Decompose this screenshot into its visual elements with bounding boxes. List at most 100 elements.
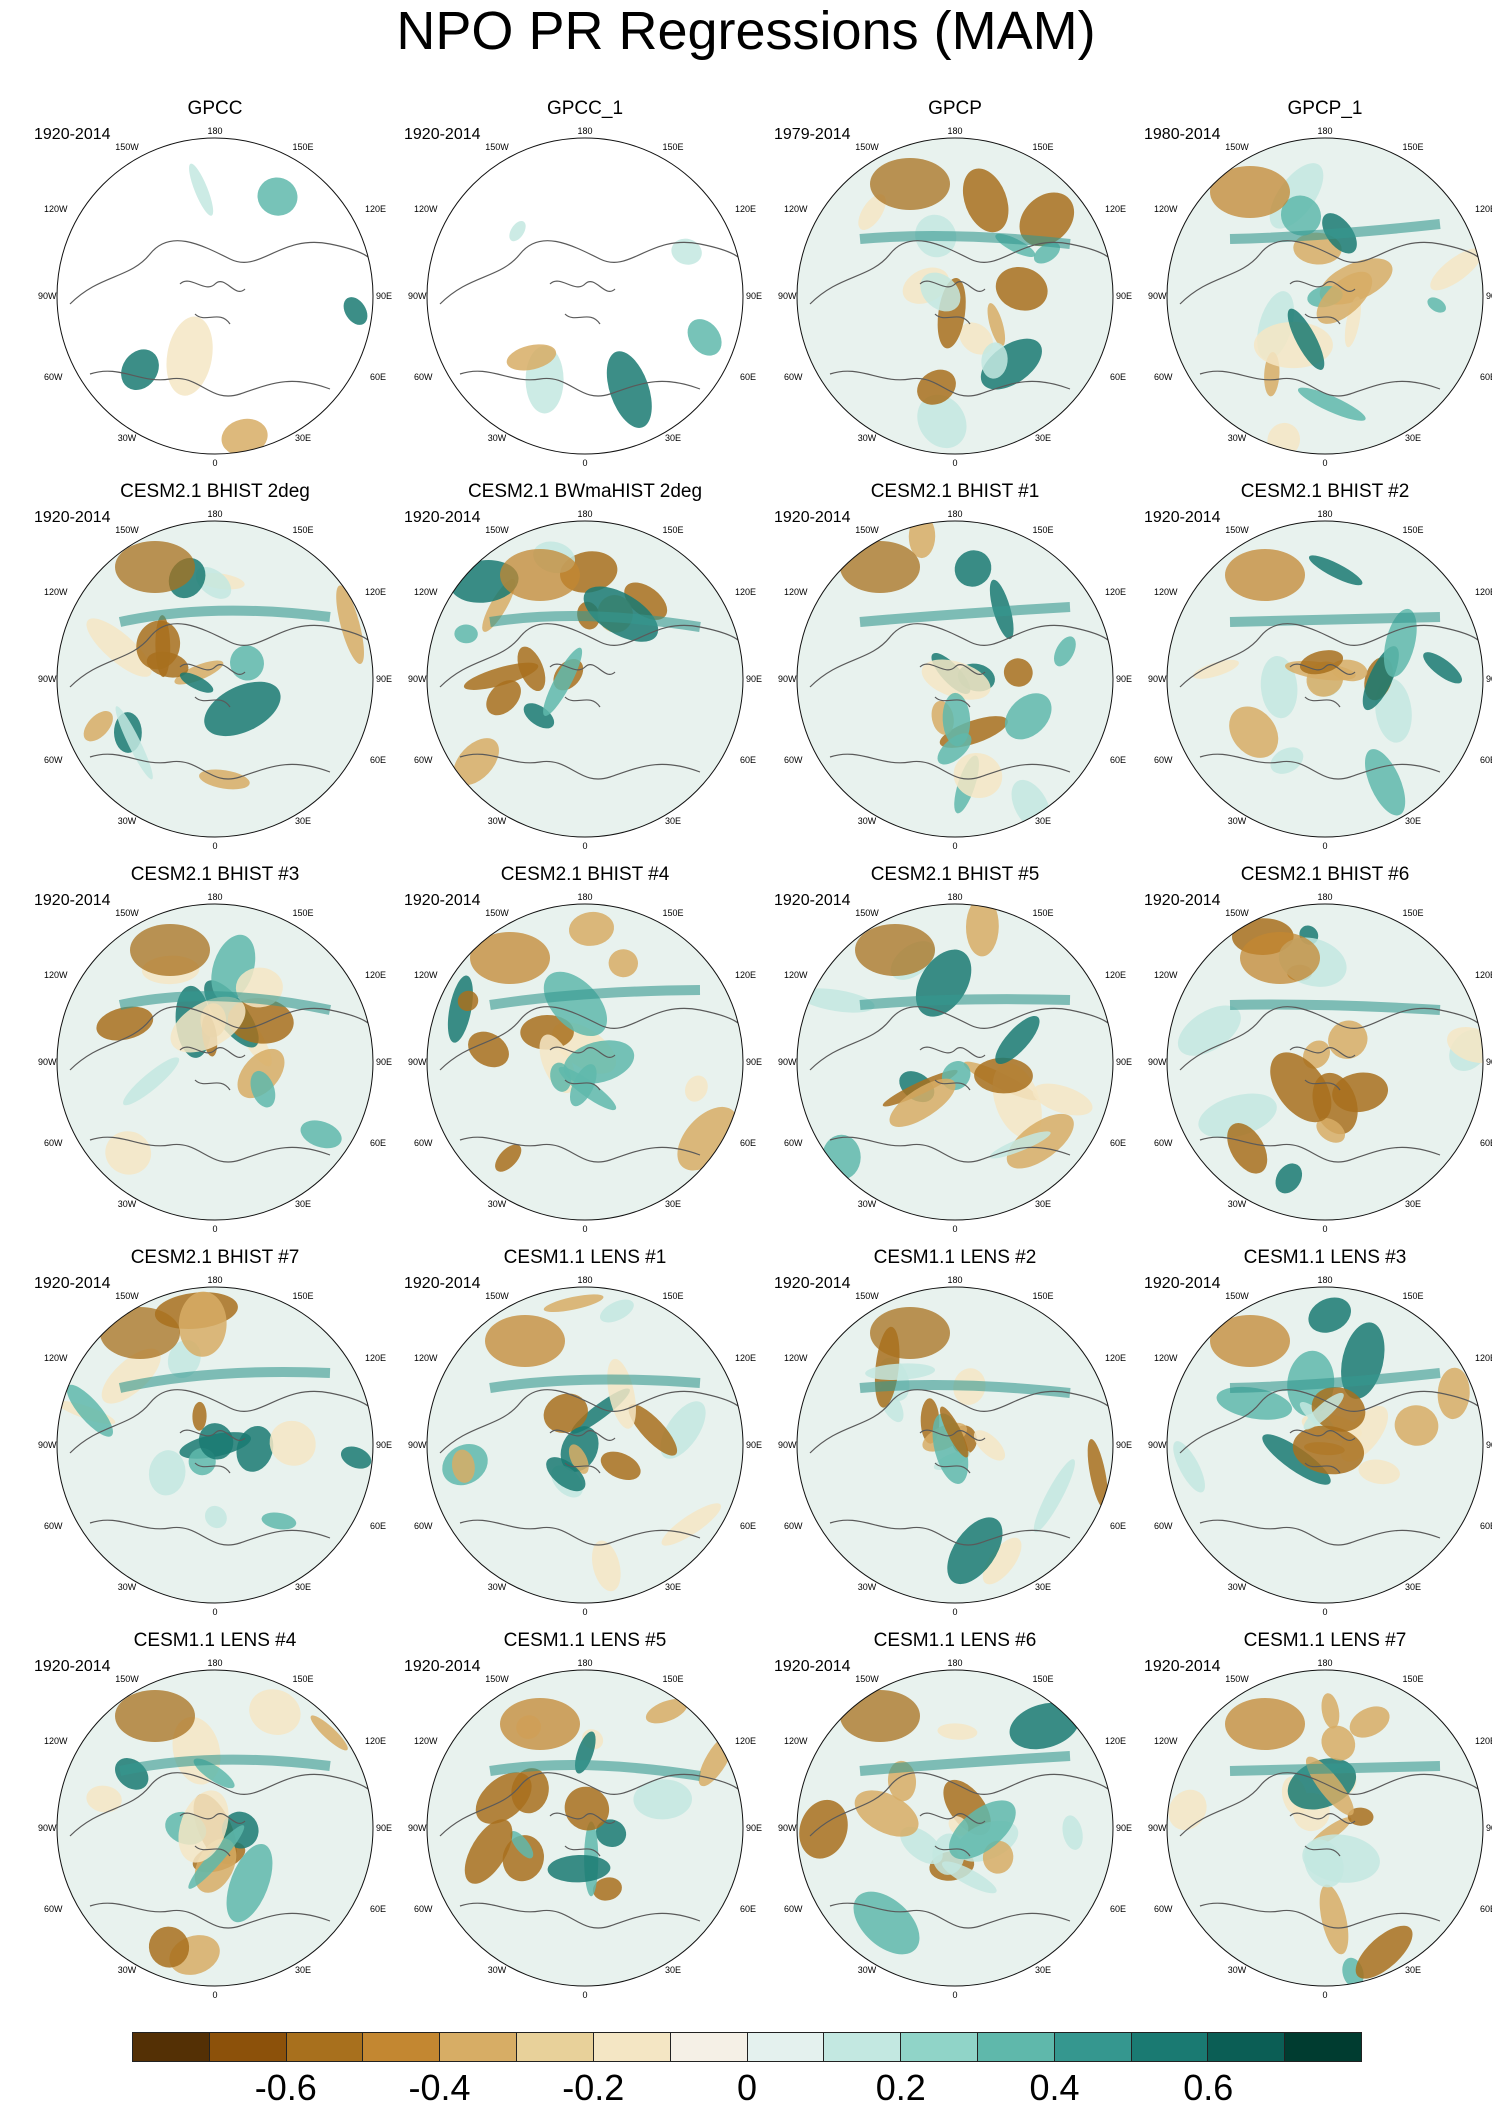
longitude-label: 0 [952, 458, 957, 468]
longitude-label: 90W [778, 1440, 797, 1450]
map-panel: GPCC 180 150W 150E 120W 120E 90W 90E 60W 60E 30W 30… [30, 98, 400, 483]
panel-years: 1920-2014 [404, 1275, 481, 1292]
wet-anomaly-band [859, 602, 1071, 627]
coastlines [1179, 240, 1483, 397]
longitude-label: 150E [1402, 1291, 1423, 1301]
longitude-label: 30E [295, 433, 311, 443]
wet-anomaly-band [859, 994, 1071, 1010]
panel-title: CESM1.1 LENS #3 [1243, 1247, 1407, 1268]
map-panel: CESM2.1 BWmaHIST 2deg 180 150W 150E 120W 120E… [400, 481, 770, 866]
longitude-label: 150E [1032, 1674, 1053, 1684]
longitude-label: 60E [740, 372, 756, 382]
longitude-label: 150E [1032, 142, 1053, 152]
longitude-label: 120W [1154, 204, 1178, 214]
longitude-label: 60E [740, 1904, 756, 1914]
anomaly-patch [564, 1786, 610, 1831]
map-boundary [426, 137, 744, 455]
longitude-label: 0 [1322, 1224, 1327, 1234]
polar-map: 180 150W 150E 120W 120E 90W 90E 60W 60E 30W 30E 0 [1148, 126, 1492, 468]
anomaly-patch [1437, 1367, 1470, 1420]
precip-field [57, 1287, 373, 1603]
panel-title: CESM2.1 BHIST #4 [500, 864, 670, 885]
longitude-label: 30E [665, 1582, 681, 1592]
longitude-label: 120E [1105, 587, 1126, 597]
precip-field [797, 1287, 1113, 1603]
longitude-label: 0 [1322, 841, 1327, 851]
longitude-label: 60W [414, 1521, 433, 1531]
panel-years: 1920-2014 [774, 1275, 851, 1292]
anomaly-patch [1311, 1387, 1366, 1432]
longitude-label: 30E [665, 1199, 681, 1209]
longitude-label: 120W [44, 587, 68, 597]
longitude-label: 30W [1228, 1582, 1247, 1592]
longitude-label: 30E [1405, 816, 1421, 826]
longitude-label: 120W [414, 204, 438, 214]
panel-years: 1920-2014 [34, 1275, 111, 1292]
longitude-label: 150E [1402, 908, 1423, 918]
longitude-label: 90W [408, 674, 427, 684]
coastlines [439, 1772, 743, 1929]
longitude-label: 0 [582, 458, 587, 468]
longitude-label: 150W [115, 1674, 139, 1684]
longitude-label: 30E [1035, 1199, 1051, 1209]
longitude-label: 30W [488, 1199, 507, 1209]
anomaly-patch [261, 1512, 297, 1530]
longitude-label: 60E [1480, 372, 1492, 382]
map-boundary [1166, 1286, 1484, 1604]
anomaly-patch [249, 1689, 301, 1735]
colorbar-swatch [363, 2033, 441, 2061]
dry-anomaly-core [855, 924, 935, 976]
longitude-label: 90W [408, 1057, 427, 1067]
anomaly-patch [1308, 1297, 1351, 1333]
anomaly-patch [798, 988, 875, 1013]
longitude-label: 60W [784, 1138, 803, 1148]
longitude-label: 30W [1228, 1199, 1247, 1209]
longitude-label: 30E [665, 816, 681, 826]
anomaly-patch [101, 1348, 161, 1404]
longitude-label: 120E [1105, 204, 1126, 214]
longitude-label: 180 [577, 892, 592, 902]
precip-field [57, 1670, 373, 1986]
precip-field [797, 138, 1113, 454]
anomaly-patch [121, 349, 159, 391]
anomaly-patch [921, 659, 991, 700]
longitude-label: 120E [1475, 1353, 1492, 1363]
longitude-label: 30E [1035, 816, 1051, 826]
longitude-label: 90E [376, 291, 392, 301]
anomaly-patch [468, 1031, 509, 1068]
anomaly-patch [947, 1517, 1003, 1585]
longitude-label: 150W [115, 142, 139, 152]
longitude-label: 90E [746, 1057, 762, 1067]
longitude-label: 150W [855, 142, 879, 152]
longitude-label: 30W [1228, 433, 1247, 443]
anomaly-patch [1358, 1459, 1400, 1485]
longitude-label: 60W [1154, 1138, 1173, 1148]
longitude-label: 120E [365, 587, 386, 597]
longitude-label: 150W [485, 142, 509, 152]
anomaly-patch [123, 1057, 180, 1106]
longitude-label: 180 [1317, 1275, 1332, 1285]
anomaly-patch [523, 703, 555, 729]
anomaly-patch [558, 1066, 617, 1111]
longitude-label: 30E [665, 433, 681, 443]
map-boundary [426, 903, 744, 1221]
longitude-label: 180 [207, 509, 222, 519]
polar-map: 180 150W 150E 120W 120E 90W 90E 60W 60E 30W 30E 0 [778, 1275, 1132, 1617]
longitude-label: 180 [1317, 126, 1332, 136]
map-panel: CESM2.1 BHIST #6 180 150W 150E 120W 120E 90W 90… [1140, 864, 1492, 1249]
colorbar-swatch [670, 2033, 748, 2061]
longitude-label: 180 [207, 1658, 222, 1668]
dry-anomaly-core [840, 1690, 920, 1742]
map-boundary [796, 903, 1114, 1221]
longitude-label: 150W [115, 525, 139, 535]
longitude-label: 90W [38, 1823, 57, 1833]
longitude-label: 30E [1405, 1965, 1421, 1975]
longitude-label: 30W [858, 816, 877, 826]
anomaly-patch [520, 1014, 574, 1050]
map-boundary [426, 1669, 744, 1987]
anomaly-patch [981, 342, 1008, 379]
anomaly-patch [1447, 1026, 1483, 1064]
map-boundary [56, 1286, 374, 1604]
polar-map: 180 150W 150E 120W 120E 90W 90E 60W 60E 30W 30E 0 [408, 509, 762, 851]
longitude-label: 120W [1154, 1736, 1178, 1746]
